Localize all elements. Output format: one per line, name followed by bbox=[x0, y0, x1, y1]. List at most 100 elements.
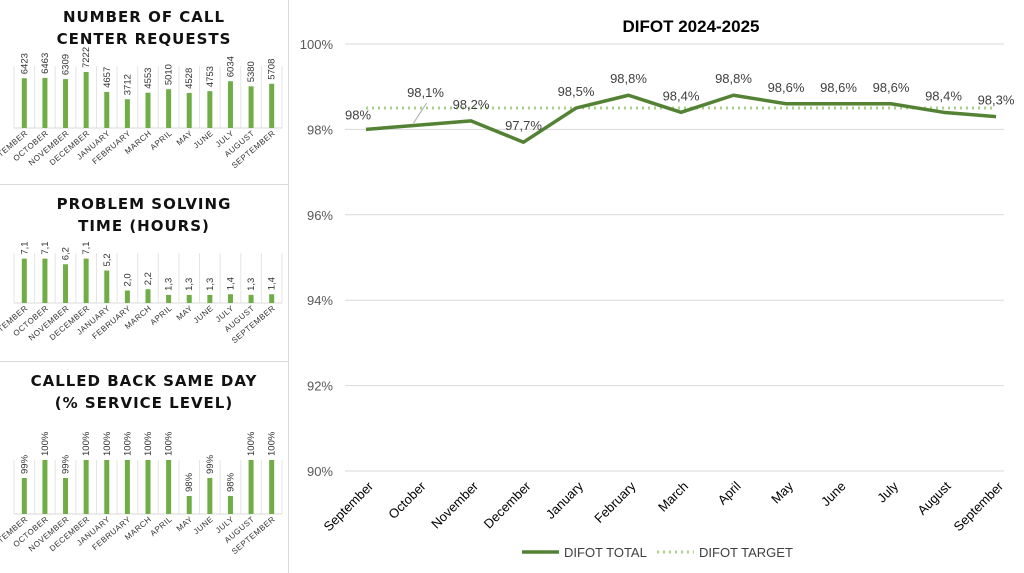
data-label: 98,3% bbox=[978, 93, 1015, 108]
x-tick-label: July bbox=[874, 478, 901, 505]
x-tick-label: JUNE bbox=[192, 304, 215, 326]
data-label: 98% bbox=[345, 107, 371, 122]
data-label: 100% bbox=[122, 431, 133, 456]
data-label: 1,3 bbox=[164, 278, 175, 291]
data-label: 98% bbox=[225, 472, 236, 492]
bar bbox=[124, 290, 130, 303]
data-label: 4753 bbox=[205, 66, 216, 87]
data-label: 2,2 bbox=[143, 272, 154, 285]
data-label: 100% bbox=[164, 431, 175, 456]
x-tick-label: August bbox=[914, 478, 953, 517]
x-tick-label: December bbox=[481, 478, 534, 531]
x-tick-label: APRIL bbox=[148, 304, 173, 327]
data-label: 1,3 bbox=[205, 278, 216, 291]
y-tick-label: 98% bbox=[307, 122, 333, 137]
data-label: 4657 bbox=[102, 67, 113, 88]
bar bbox=[83, 258, 89, 303]
bar bbox=[104, 270, 110, 303]
chart-title: CALLED BACK SAME DAY (% SERVICE LEVEL) bbox=[30, 372, 258, 412]
call-center-requests-chart: 6423SEPTEMBER6463OCTOBER6309NOVEMBER7222… bbox=[0, 47, 283, 170]
data-label: 98,4% bbox=[663, 88, 700, 103]
y-tick-label: 90% bbox=[307, 464, 333, 479]
y-tick-label: 94% bbox=[307, 293, 333, 308]
y-tick-label: 96% bbox=[307, 208, 333, 223]
bar bbox=[186, 294, 192, 303]
problem-solving-time-chart: 7,1SEPTEMBER7,1OCTOBER6,2NOVEMBER7,1DECE… bbox=[0, 241, 283, 345]
data-label: 100% bbox=[267, 431, 278, 456]
data-label: 99% bbox=[19, 454, 30, 474]
data-label: 5708 bbox=[267, 59, 278, 80]
bar bbox=[104, 460, 110, 514]
chart-title: PROBLEM SOLVING TIME (HOURS) bbox=[56, 195, 232, 235]
panel-call-center-requests: NUMBER OF CALL CENTER REQUESTS 6423 SEPTE… bbox=[0, 0, 288, 185]
called-back-chart: 99%SEPTEMBER100%OCTOBER99%NOVEMBER100%DE… bbox=[0, 431, 283, 556]
bar bbox=[63, 478, 69, 514]
x-tick-label: June bbox=[818, 479, 849, 510]
data-label: 99% bbox=[61, 454, 72, 474]
bar bbox=[83, 460, 89, 514]
data-label: 7222 bbox=[81, 47, 92, 68]
data-label: 100% bbox=[40, 431, 51, 456]
data-label: 6423 bbox=[19, 53, 30, 74]
bar bbox=[124, 99, 130, 128]
bar bbox=[63, 79, 69, 128]
data-label: 1,3 bbox=[184, 278, 195, 291]
y-tick-label: 92% bbox=[307, 379, 333, 394]
data-label: 7,1 bbox=[81, 241, 92, 254]
data-label: 2,0 bbox=[122, 273, 133, 286]
bar bbox=[166, 294, 172, 303]
data-label: 98,8% bbox=[715, 71, 752, 86]
bar bbox=[207, 478, 213, 514]
bar bbox=[269, 294, 275, 303]
difot-chart: DIFOT 2024-2025 90% 92% 94% 96% 98% 100% Septe… bbox=[300, 17, 1015, 560]
panel-called-back-same-day: CALLED BACK SAME DAY (% SERVICE LEVEL) 9… bbox=[0, 362, 288, 573]
bar bbox=[269, 83, 275, 128]
bar bbox=[42, 258, 48, 303]
x-tick-label: February bbox=[591, 478, 639, 526]
panel-problem-solving-time: PROBLEM SOLVING TIME (HOURS) 7,1 SEPTEMBE… bbox=[0, 185, 288, 362]
data-label: 1,4 bbox=[267, 277, 278, 290]
bar bbox=[227, 496, 233, 514]
data-label: 98,6% bbox=[873, 80, 910, 95]
x-tick-label: January bbox=[543, 478, 587, 522]
data-label: 1,3 bbox=[246, 278, 257, 291]
bar bbox=[21, 78, 27, 128]
bar bbox=[186, 92, 192, 128]
x-tick-label: October bbox=[385, 478, 429, 522]
data-label: 5,2 bbox=[102, 253, 113, 266]
bar bbox=[207, 91, 213, 128]
bar bbox=[166, 460, 172, 514]
x-tick-label: March bbox=[655, 479, 691, 515]
x-tick-label: JUNE bbox=[192, 515, 215, 537]
data-label: 6,2 bbox=[61, 247, 72, 260]
total-line bbox=[365, 93, 997, 144]
data-label: 1,4 bbox=[225, 277, 236, 290]
x-tick-label: APRIL bbox=[148, 129, 173, 152]
bar bbox=[227, 294, 233, 303]
data-label: 99% bbox=[205, 454, 216, 474]
x-tick-label: September bbox=[321, 478, 377, 534]
bar bbox=[186, 496, 192, 514]
data-label: 100% bbox=[143, 431, 154, 456]
data-label: 6309 bbox=[61, 54, 72, 75]
bar bbox=[83, 72, 89, 128]
legend-label: DIFOT TOTAL bbox=[564, 545, 647, 560]
data-label: 100% bbox=[102, 431, 113, 456]
data-label: 97,7% bbox=[505, 118, 542, 133]
bar bbox=[248, 294, 254, 303]
x-tick-label: APRIL bbox=[148, 515, 173, 538]
data-label: 100% bbox=[81, 431, 92, 456]
bar bbox=[227, 81, 233, 128]
data-label: 6463 bbox=[40, 53, 51, 74]
data-label: 98,8% bbox=[610, 71, 647, 86]
data-label: 4528 bbox=[184, 68, 195, 89]
bar bbox=[124, 460, 130, 514]
data-label: 6034 bbox=[225, 56, 236, 77]
data-label: 98,5% bbox=[558, 84, 595, 99]
data-label: 98,4% bbox=[925, 88, 962, 103]
data-label: 100% bbox=[246, 431, 257, 456]
bar bbox=[248, 460, 254, 514]
chart-title: NUMBER OF CALL CENTER REQUESTS bbox=[56, 8, 232, 48]
bar bbox=[21, 258, 27, 303]
